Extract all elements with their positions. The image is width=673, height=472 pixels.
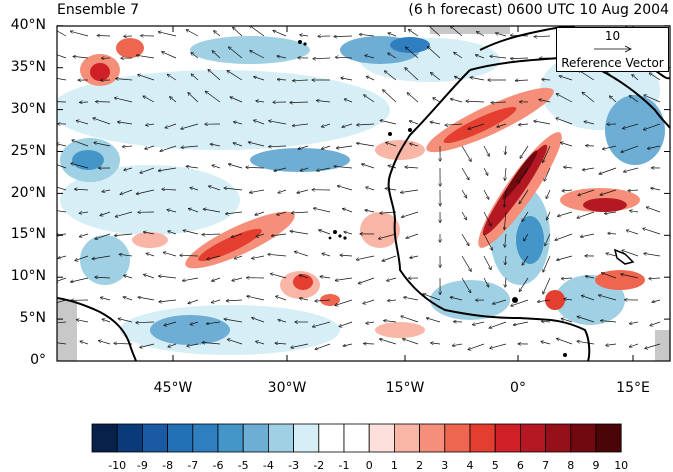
reference-vector-title: Reference Vector	[557, 56, 668, 70]
lat-label-35n: 35°N	[2, 59, 46, 75]
colorbar-tick-label: -5	[231, 459, 255, 472]
colorbar-tick-label: -2	[307, 459, 331, 472]
lon-label-30w: 30°W	[262, 380, 312, 396]
colorbar-tick-label: 0	[357, 459, 381, 472]
colorbar-tick-label: -8	[156, 459, 180, 472]
colorbar-tick-label: -10	[105, 459, 129, 472]
colorbar-tick-label: -4	[256, 459, 280, 472]
reference-arrow-icon	[593, 45, 633, 53]
colorbar-tick-label: 5	[483, 459, 507, 472]
colorbar-tick-label: -1	[332, 459, 356, 472]
lat-label-25n: 25°N	[2, 143, 46, 159]
wind-vector	[364, 344, 374, 345]
colorbar-tick-label: 7	[534, 459, 558, 472]
lat-label-40n: 40°N	[2, 17, 46, 33]
colorbar-tick-label: -6	[206, 459, 230, 472]
lat-label-15n: 15°N	[2, 226, 46, 242]
lat-label-30n: 30°N	[2, 101, 46, 117]
lat-label-0: 0°	[2, 352, 46, 368]
reference-vector-box: 10 Reference Vector	[556, 27, 669, 72]
colorbar-tick-label: -7	[181, 459, 205, 472]
lon-label-15w: 15°W	[380, 380, 430, 396]
colorbar-tick-label: 6	[508, 459, 532, 472]
lat-label-20n: 20°N	[2, 185, 46, 201]
lat-label-10n: 10°N	[2, 268, 46, 284]
colorbar-tick-label: 10	[609, 459, 633, 472]
reference-vector-value: 10	[557, 29, 668, 43]
colorbar-tick-label: -9	[130, 459, 154, 472]
lon-label-15e: 15°E	[608, 380, 658, 396]
colorbar-tick-label: 3	[433, 459, 457, 472]
colorbar-tick-label: 9	[584, 459, 608, 472]
wind-vector	[55, 102, 67, 103]
wind-vector	[97, 36, 110, 37]
lon-label-45w: 45°W	[148, 380, 198, 396]
colorbar-tick-label: 8	[559, 459, 583, 472]
lat-label-5n: 5°N	[2, 310, 46, 326]
lon-label-0: 0°	[493, 380, 543, 396]
colorbar-tick-label: 2	[408, 459, 432, 472]
colorbar-tick-label: -3	[282, 459, 306, 472]
colorbar-tick-label: 4	[458, 459, 482, 472]
colorbar-tick-label: 1	[382, 459, 406, 472]
